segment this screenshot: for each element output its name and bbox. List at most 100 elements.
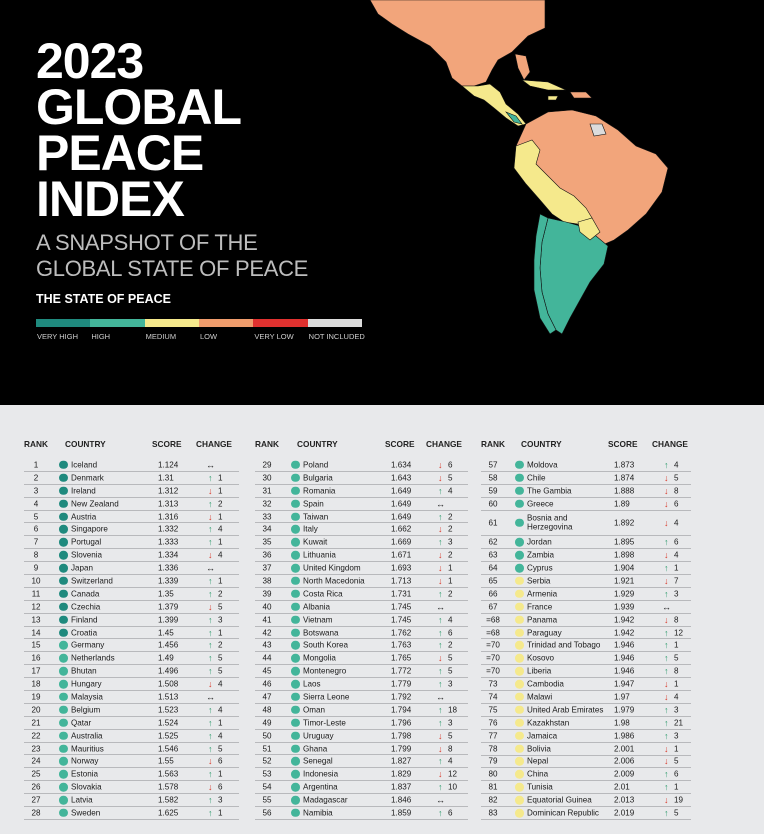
score-cell: 1.508 [158, 679, 179, 689]
score-cell: 1.669 [391, 537, 412, 547]
score-cell: 1.643 [391, 473, 412, 483]
hero-banner: 2023 GLOBAL PEACE INDEX A SNAPSHOT OF TH… [0, 0, 764, 405]
rank-cell: =70 [486, 653, 500, 663]
arrow-up-icon: ↑ [438, 717, 443, 728]
arrow-up-icon: ↑ [664, 782, 669, 793]
no-change-icon: ↔ [436, 691, 445, 702]
arrow-up-icon: ↑ [208, 795, 213, 806]
country-cell: The Gambia [527, 485, 572, 495]
legend-label: VERY HIGH [37, 332, 78, 341]
score-cell: 1.947 [614, 679, 635, 689]
country-cell: Uruguay [303, 730, 334, 740]
country-cell: Qatar [71, 718, 92, 727]
table-row: 58 Chile 1.874 ↓ 5 [481, 472, 691, 485]
rank-cell: 15 [31, 640, 41, 650]
peace-level-dot [515, 679, 524, 689]
peace-level-dot [291, 705, 300, 715]
rank-cell: 14 [31, 628, 41, 638]
score-cell: 2.001 [614, 744, 635, 754]
score-cell: 1.798 [391, 731, 412, 741]
arrow-up-icon: ↑ [208, 588, 213, 599]
rank-cell: 18 [31, 679, 41, 689]
country-cell: Bolivia [527, 743, 551, 753]
score-cell: 1.456 [158, 640, 179, 650]
arrow-up-icon: ↑ [664, 627, 669, 638]
score-cell: 2.019 [614, 808, 635, 818]
rank-cell: 7 [33, 537, 39, 547]
change-cell: 1 [218, 576, 223, 586]
table-row: 76 Kazakhstan 1.98 ↑ 21 [481, 717, 691, 730]
peace-level-dot [59, 615, 68, 624]
rank-cell: 9 [33, 563, 39, 573]
table-row: 29 Poland 1.634 ↓ 6 [255, 459, 468, 472]
peace-level-dot [59, 692, 68, 702]
country-cell: Botswana [303, 627, 339, 637]
table-row: 13 Finland 1.399 ↑ 3 [24, 614, 239, 627]
map-region-andes [513, 139, 593, 225]
score-cell: 1.745 [391, 602, 412, 612]
country-cell: Mongolia [303, 653, 336, 663]
table-row: 79 Nepal 2.006 ↓ 5 [481, 756, 691, 769]
change-cell: 4 [448, 615, 453, 625]
table-row: 31 Romania 1.649 ↑ 4 [255, 485, 468, 498]
rank-cell: 34 [262, 524, 272, 534]
arrow-up-icon: ↑ [208, 743, 213, 754]
country-cell: Paraguay [527, 627, 562, 637]
score-cell: 1.792 [391, 692, 412, 702]
table-row: 15 Germany 1.456 ↑ 2 [24, 639, 239, 653]
rank-cell: 19 [31, 692, 41, 702]
table-row: 14 Croatia 1.45 ↑ 1 [24, 627, 239, 640]
score-cell: 1.524 [158, 718, 179, 728]
rank-cell: 54 [262, 782, 272, 792]
arrow-up-icon: ↑ [664, 640, 669, 651]
peace-level-dot [515, 563, 524, 573]
table-row: 11 Canada 1.35 ↑ 2 [24, 588, 239, 601]
change-cell: 2 [448, 524, 453, 534]
country-cell: Hungary [71, 679, 102, 689]
peace-level-dot [515, 589, 524, 599]
country-cell: Malaysia [71, 692, 103, 702]
change-cell: 1 [218, 808, 223, 818]
peace-level-dot [59, 808, 68, 818]
score-cell: 2.006 [614, 756, 635, 766]
rank-cell: 3 [33, 486, 39, 496]
change-cell: 3 [218, 795, 223, 805]
country-cell: Taiwan [303, 511, 329, 521]
arrow-up-icon: ↑ [438, 807, 443, 818]
country-cell: Germany [71, 640, 105, 650]
map-region-paraguay [577, 217, 601, 241]
arrow-up-icon: ↑ [438, 627, 443, 638]
no-change-icon: ↔ [662, 601, 671, 612]
table-row: 8 Slovenia 1.334 ↓ 4 [24, 549, 239, 563]
rank-cell: 17 [31, 666, 41, 676]
peace-level-dot [515, 602, 524, 611]
table-row: 10 Switzerland 1.339 ↑ 1 [24, 575, 239, 588]
country-cell: Italy [303, 524, 318, 534]
arrow-up-icon: ↑ [208, 498, 213, 509]
table-row: 40 Albania 1.745 ↔ [255, 601, 468, 614]
rank-cell: 12 [31, 602, 41, 612]
change-cell: 2 [218, 499, 223, 509]
arrow-down-icon: ↓ [438, 459, 443, 470]
table-row: 35 Kuwait 1.669 ↑ 3 [255, 536, 468, 550]
country-cell: Greece [527, 498, 554, 508]
arrow-up-icon: ↑ [664, 537, 669, 548]
arrow-down-icon: ↓ [664, 679, 669, 690]
arrow-up-icon: ↑ [664, 588, 669, 599]
table-row: 26 Slovakia 1.578 ↓ 6 [24, 781, 239, 795]
arrow-up-icon: ↑ [664, 666, 669, 677]
map-region-jamaica [547, 95, 559, 101]
arrow-up-icon: ↑ [438, 704, 443, 715]
peace-level-dot [291, 460, 300, 470]
rank-cell: 48 [262, 705, 272, 715]
arrow-up-icon: ↑ [208, 807, 213, 818]
score-cell: 1.693 [391, 563, 412, 573]
country-cell: Cyprus [527, 563, 553, 573]
legend-swatch [198, 319, 254, 327]
table-row: 59 The Gambia 1.888 ↓ 8 [481, 485, 691, 498]
score-cell: 1.336 [158, 563, 179, 573]
rank-cell: 20 [31, 705, 41, 715]
rank-cell: 56 [262, 808, 272, 818]
table-row: 41 Vietnam 1.745 ↑ 4 [255, 614, 468, 627]
rank-cell: 38 [262, 576, 272, 586]
